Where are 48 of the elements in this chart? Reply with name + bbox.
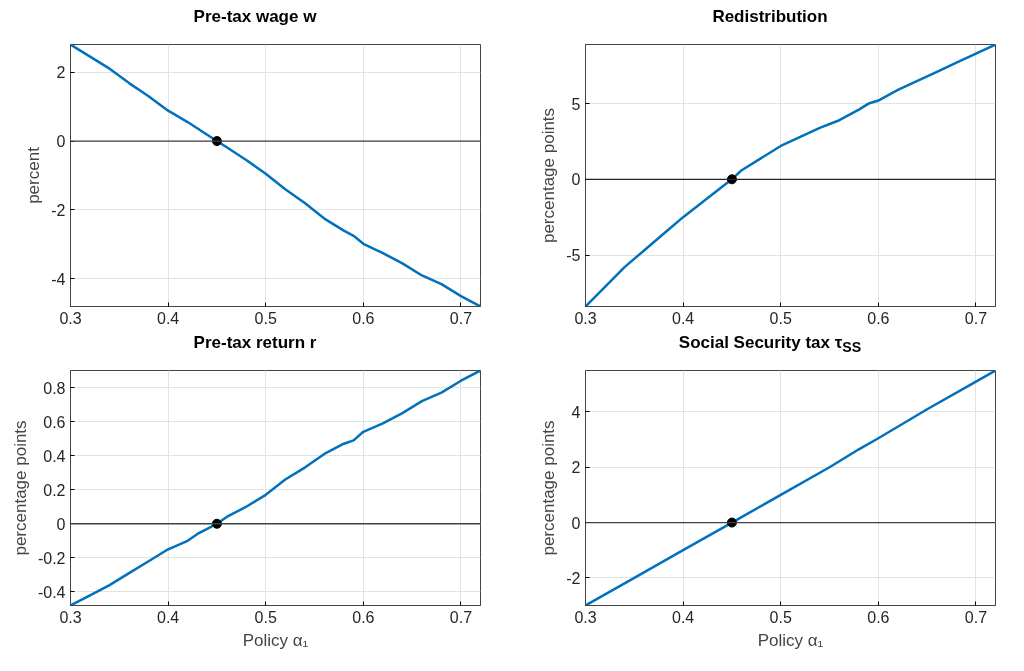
x-tick-label: 0.7 (449, 608, 473, 626)
y-tick-label: 0 (571, 171, 581, 189)
y-tick-label: -2 (51, 201, 66, 219)
x-tick-label: 0.7 (449, 309, 473, 327)
y-axis-title: percentage points (539, 420, 559, 556)
x-tick-label: 0.5 (769, 309, 792, 327)
x-tick-label: 0.5 (254, 608, 277, 626)
y-tick-label: 0 (56, 133, 66, 151)
y-tick-label: -0.2 (37, 549, 66, 567)
x-tick-label: 0.4 (672, 608, 695, 626)
x-tick-label: 0.3 (574, 309, 597, 327)
y-tick-label: 2 (56, 64, 66, 82)
x-tick-label: 0.7 (964, 309, 988, 327)
y-tick-label: 0.6 (43, 413, 66, 431)
x-axis-title: Policy α₁ (757, 630, 824, 650)
y-tick-label: -4 (51, 270, 66, 288)
y-tick-label: -0.4 (37, 583, 66, 601)
x-tick-label: 0.5 (254, 309, 277, 327)
y-tick-label: 2 (571, 459, 581, 477)
x-tick-label: 0.6 (352, 309, 375, 327)
y-tick-label: 0.8 (43, 379, 66, 397)
x-tick-label: 0.4 (157, 608, 180, 626)
x-tick-label: 0.3 (59, 309, 82, 327)
y-tick-label: -5 (566, 247, 581, 265)
y-axis-title: percent (24, 146, 44, 204)
y-tick-label: -2 (566, 569, 581, 587)
x-tick-label: 0.4 (157, 309, 180, 327)
chart-title: Redistribution (711, 6, 829, 28)
y-tick-label: 4 (571, 403, 581, 421)
y-tick-label: 0 (56, 515, 66, 533)
y-axis-title: percentage points (539, 107, 559, 244)
x-tick-label: 0.3 (59, 608, 82, 626)
y-tick-label: 0 (571, 514, 581, 532)
y-tick-label: 0.4 (43, 447, 66, 465)
chart-title: Pre-tax wage w (192, 6, 318, 28)
x-tick-label: 0.6 (867, 309, 890, 327)
x-tick-label: 0.3 (574, 608, 597, 626)
y-tick-label: 5 (571, 95, 581, 113)
chart-title: Social Security tax τ$_{SS}$ (677, 332, 863, 358)
x-tick-label: 0.6 (867, 608, 890, 626)
chart-title: Pre-tax return r (192, 332, 318, 354)
x-tick-label: 0.6 (352, 608, 375, 626)
x-tick-label: 0.4 (672, 309, 695, 327)
y-tick-label: 0.2 (43, 481, 66, 499)
y-axis-title: percentage points (10, 420, 30, 556)
x-axis-title: Policy α₁ (242, 630, 309, 650)
x-tick-label: 0.5 (769, 608, 792, 626)
x-tick-label: 0.7 (964, 608, 988, 626)
